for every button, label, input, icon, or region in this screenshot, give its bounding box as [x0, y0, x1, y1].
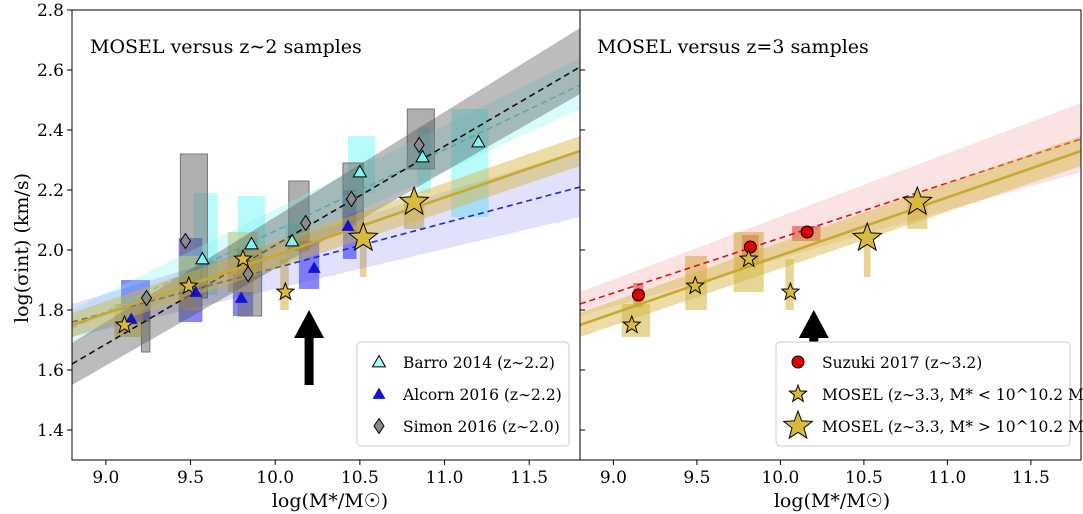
right-panel: 9.0 9.5 10.0 10.5 11.0 11.5 Suzuki 2017 (z∼3.2…: [579, 9, 1083, 488]
fit-line-alcorn-2016-z-2-2: [72, 186, 580, 323]
data-point-barro-2014-z-2-2: [195, 251, 210, 265]
legend-marker-mosel-z-3-3-m-10-10-2-m: [788, 383, 808, 403]
legend-label: MOSEL (z∼3.3, M* < 10^10.2 M☉): [822, 386, 1083, 404]
left-legend: Barro 2014 (z∼2.2) Alcorn 2016 (z∼2.2) Sim…: [356, 341, 570, 447]
data-point-mosel-z-3-3-m-10-10-2-m: [621, 314, 642, 334]
data-point-barro-2014-z-2-2: [284, 233, 300, 247]
x-tick-label: 9.5: [683, 468, 710, 488]
right-plot-area: [580, 103, 1081, 337]
error-box-barro-2014-z-2-2: [451, 109, 489, 217]
error-box-mosel-z-3-3-m-10-10-2-m: [359, 238, 367, 277]
data-point-simon-2016-z-2-0: [140, 289, 153, 307]
y-tick-label: 1.6: [37, 361, 64, 381]
error-box-simon-2016-z-2-0: [288, 180, 310, 251]
error-box-alcorn-2016-z-2-2: [298, 241, 320, 289]
y-tick-label: 2.0: [37, 241, 64, 261]
data-point-suzuki-2017-z-3-2: [800, 225, 814, 239]
data-point-alcorn-2016-z-2-2: [124, 312, 138, 324]
fit-line-mosel-z-3-3-m-10-10-2-m: [580, 149, 1081, 327]
confidence-band-alcorn-2016-z-2-2: [72, 151, 580, 337]
y-tick-label: 2.8: [37, 1, 64, 21]
right-x-axis-label: log(M*/M☉): [774, 490, 890, 512]
x-tick-label: 10.0: [256, 468, 294, 488]
fit-line-simon-2016-z-2-0: [72, 66, 580, 365]
y-tick-label: 1.8: [37, 301, 64, 321]
data-point-suzuki-2017-z-3-2: [743, 240, 757, 254]
legend-marker-mosel-z-3-3-m-10-10-2-m: [782, 409, 814, 440]
x-tick-label: 11.5: [510, 468, 548, 488]
data-point-alcorn-2016-z-2-2: [234, 291, 248, 303]
y-tick-label: 2.2: [37, 181, 64, 201]
arrow-head: [294, 310, 325, 338]
data-point-simon-2016-z-2-0: [179, 232, 192, 250]
data-point-mosel-z-3-3-m-10-10-2-m: [685, 275, 706, 295]
x-tick-label: 10.5: [341, 468, 379, 488]
data-point-simon-2016-z-2-0: [345, 190, 358, 208]
legend-marker-suzuki-2017-z-3-2: [791, 355, 805, 369]
data-point-simon-2016-z-2-0: [242, 265, 254, 283]
data-point-simon-2016-z-2-0: [300, 214, 312, 232]
data-point-barro-2014-z-2-2: [352, 164, 368, 178]
x-tick-label: 9.0: [92, 468, 119, 488]
right-plot-frame: [579, 9, 1082, 461]
data-point-mosel-z-3-3-m-10-10-2-m: [114, 314, 135, 334]
legend-box: [775, 341, 1071, 447]
data-point-simon-2016-z-2-0: [413, 136, 425, 154]
legend-label: Suzuki 2017 (z∼3.2): [822, 354, 982, 372]
data-point-mosel-z-3-3-m-10-10-2-m: [347, 221, 379, 252]
x-tick-label: 10.5: [845, 468, 883, 488]
legend-label: Alcorn 2016 (z∼2.2): [402, 386, 562, 404]
y-tick-label: 1.4: [37, 421, 64, 441]
fit-line-mosel-z-3-3-m-10-10-2-m: [72, 149, 580, 327]
x-tick-label: 9.5: [177, 468, 204, 488]
data-point-mosel-z-3-3-m-10-10-2-m: [178, 275, 199, 295]
x-tick-label: 9.0: [600, 468, 627, 488]
y-tick-label: 2.6: [37, 61, 64, 81]
left-x-axis-label: log(M*/M☉): [272, 490, 388, 512]
legend-marker-alcorn-2016-z-2-2: [372, 387, 386, 399]
x-tick-label: 11.5: [1012, 468, 1050, 488]
data-point-mosel-z-3-3-m-10-10-2-m: [901, 185, 933, 216]
data-point-suzuki-2017-z-3-2: [631, 288, 645, 302]
fit-line-suzuki-2017-z-3-2: [580, 138, 1081, 305]
arrow-shaft: [304, 336, 314, 385]
data-point-alcorn-2016-z-2-2: [341, 219, 355, 231]
data-point-mosel-z-3-3-m-10-10-2-m: [233, 248, 253, 268]
data-point-mosel-z-3-3-m-10-10-2-m: [275, 281, 296, 301]
arrow-head: [798, 310, 829, 338]
data-point-mosel-z-3-3-m-10-10-2-m: [398, 185, 430, 216]
x-tick-label: 11.0: [426, 468, 464, 488]
legend-label: Simon 2016 (z∼2.0): [403, 418, 560, 436]
left-panel: 9.0 9.5 10.0 10.5 11.0 11.5 1.4 1.6 1.8 2.0 2.2 2.4…: [37, 1, 581, 488]
right-legend: Suzuki 2017 (z∼3.2) MOSEL (z∼3.3, M* < 10…: [775, 341, 1083, 447]
confidence-band-barro-2014-z-2-2: [72, 58, 580, 343]
legend-label: Barro 2014 (z∼2.2): [403, 354, 555, 372]
x-tick-label: 11.0: [928, 468, 966, 488]
confidence-band-mosel-z-3-3-m-10-10-2-m: [580, 136, 1081, 337]
x-tick-label: 10.0: [761, 468, 799, 488]
confidence-band-suzuki-2017-z-3-2: [580, 103, 1081, 316]
data-point-barro-2014-z-2-2: [244, 236, 259, 250]
legend-marker-barro-2014-z-2-2: [371, 354, 387, 368]
data-point-mosel-z-3-3-m-10-10-2-m: [851, 221, 883, 252]
y-axis-label: log(σint) (km/s): [11, 173, 33, 323]
y-tick-label: 2.4: [37, 121, 64, 141]
data-point-alcorn-2016-z-2-2: [307, 261, 321, 273]
data-point-mosel-z-3-3-m-10-10-2-m: [780, 281, 801, 301]
data-point-barro-2014-z-2-2: [415, 149, 430, 163]
confidence-band-mosel-z-3-3-m-10-10-2-m: [72, 136, 580, 337]
data-point-barro-2014-z-2-2: [471, 134, 486, 148]
data-point-mosel-z-3-3-m-10-10-2-m: [738, 248, 759, 268]
right-panel-title: MOSEL versus z=3 samples: [597, 36, 869, 58]
data-point-alcorn-2016-z-2-2: [189, 285, 203, 297]
left-panel-title: MOSEL versus z∼2 samples: [90, 36, 362, 58]
error-box-mosel-z-3-3-m-10-10-2-m: [863, 238, 871, 277]
legend-label: MOSEL (z∼3.3, M* > 10^10.2 M☉): [822, 418, 1083, 436]
left-plot-area: [72, 28, 580, 385]
fit-line-barro-2014-z-2-2: [72, 84, 580, 329]
legend-marker-simon-2016-z-2-0: [373, 417, 385, 435]
legend-box: [356, 341, 570, 447]
